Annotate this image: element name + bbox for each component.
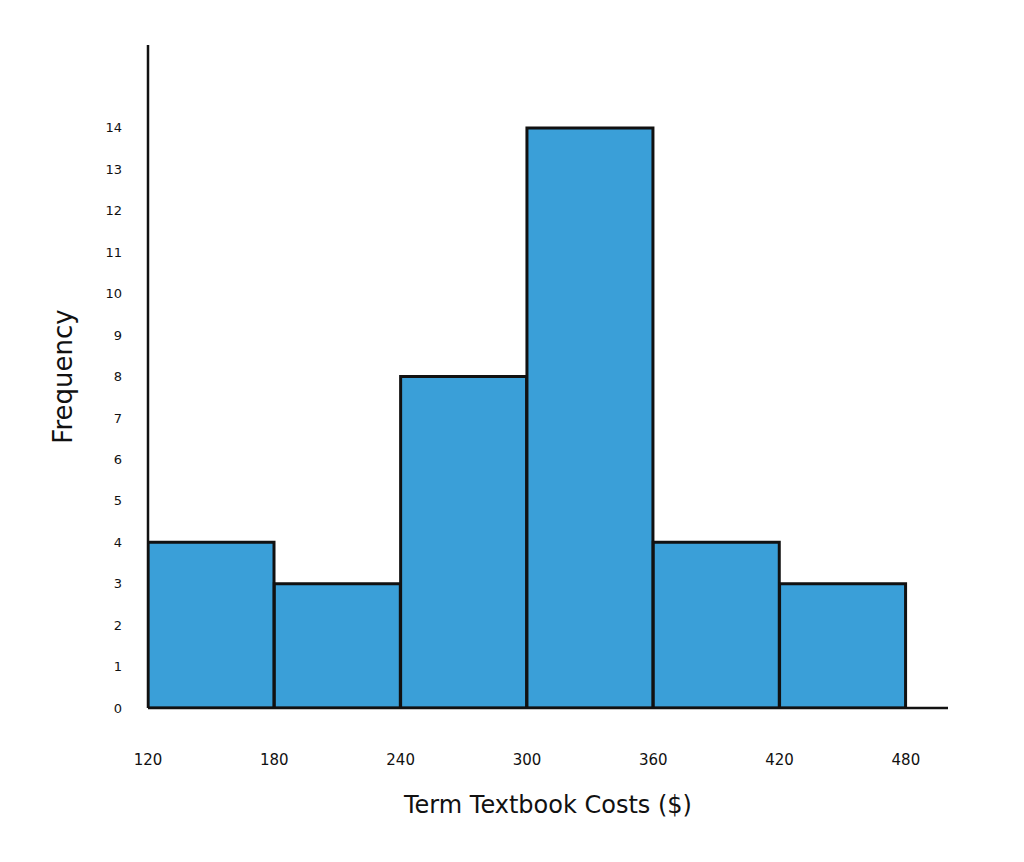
svg-text:300: 300 xyxy=(513,751,542,769)
svg-text:240: 240 xyxy=(386,751,415,769)
svg-text:8: 8 xyxy=(114,369,122,384)
svg-text:Term Textbook Costs ($): Term Textbook Costs ($) xyxy=(403,791,692,819)
svg-text:0: 0 xyxy=(114,701,122,716)
svg-text:11: 11 xyxy=(105,245,122,260)
svg-text:1: 1 xyxy=(114,659,122,674)
svg-text:180: 180 xyxy=(260,751,289,769)
svg-text:120: 120 xyxy=(134,751,163,769)
svg-text:480: 480 xyxy=(892,751,921,769)
svg-text:3: 3 xyxy=(114,576,122,591)
svg-text:360: 360 xyxy=(639,751,668,769)
svg-text:12: 12 xyxy=(105,203,122,218)
svg-text:2: 2 xyxy=(114,618,122,633)
svg-text:7: 7 xyxy=(114,411,122,426)
svg-text:Frequency: Frequency xyxy=(48,309,78,443)
svg-text:6: 6 xyxy=(114,452,122,467)
svg-text:5: 5 xyxy=(114,493,122,508)
svg-text:14: 14 xyxy=(105,120,122,135)
svg-text:10: 10 xyxy=(105,286,122,301)
svg-text:4: 4 xyxy=(114,535,122,550)
svg-text:420: 420 xyxy=(765,751,794,769)
svg-text:9: 9 xyxy=(114,328,122,343)
svg-text:13: 13 xyxy=(105,162,122,177)
